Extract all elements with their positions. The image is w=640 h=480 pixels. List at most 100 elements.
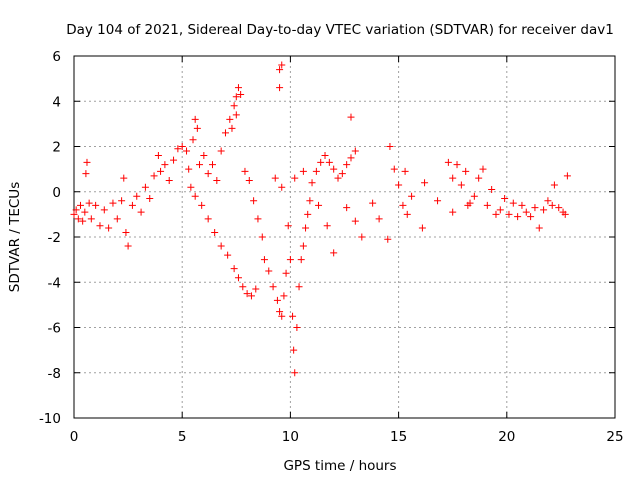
data-point bbox=[120, 174, 128, 182]
data-point bbox=[232, 93, 240, 101]
data-point bbox=[191, 115, 199, 123]
data-point bbox=[189, 136, 197, 144]
data-point bbox=[334, 174, 342, 182]
data-point bbox=[271, 174, 279, 182]
data-point bbox=[312, 167, 320, 175]
data-point bbox=[217, 147, 225, 155]
y-tick-label: 2 bbox=[52, 140, 61, 156]
data-point bbox=[408, 192, 416, 200]
data-point bbox=[418, 224, 426, 232]
data-point bbox=[299, 242, 307, 250]
data-point bbox=[76, 201, 84, 209]
y-axis-label: SDTVAR / TECUs bbox=[7, 182, 23, 292]
data-point bbox=[403, 210, 411, 218]
data-point bbox=[234, 84, 242, 92]
data-point bbox=[258, 233, 266, 241]
data-point bbox=[561, 210, 569, 218]
data-point bbox=[317, 158, 325, 166]
data-point bbox=[161, 161, 169, 169]
data-point bbox=[535, 224, 543, 232]
data-point bbox=[150, 172, 158, 180]
data-point bbox=[198, 201, 206, 209]
data-point bbox=[449, 208, 457, 216]
data-point bbox=[70, 210, 78, 218]
data-point bbox=[325, 158, 333, 166]
data-point bbox=[230, 265, 238, 273]
data-point bbox=[323, 222, 331, 230]
data-point bbox=[514, 213, 522, 221]
data-point bbox=[286, 256, 294, 264]
data-point bbox=[509, 199, 517, 207]
data-point bbox=[105, 224, 113, 232]
data-point bbox=[276, 308, 284, 316]
data-point bbox=[369, 199, 377, 207]
x-tick-label: 10 bbox=[282, 429, 299, 445]
data-point bbox=[518, 201, 526, 209]
data-point bbox=[204, 215, 212, 223]
data-point bbox=[85, 199, 93, 207]
data-point bbox=[208, 161, 216, 169]
data-point bbox=[128, 201, 136, 209]
data-point bbox=[563, 172, 571, 180]
data-point bbox=[531, 204, 539, 212]
data-point bbox=[92, 201, 100, 209]
data-point bbox=[211, 228, 219, 236]
data-point bbox=[118, 197, 126, 205]
data-point bbox=[87, 215, 95, 223]
data-point bbox=[252, 285, 260, 293]
data-point bbox=[343, 161, 351, 169]
y-tick-label: 6 bbox=[52, 49, 61, 65]
data-point bbox=[321, 152, 329, 160]
data-point bbox=[395, 181, 403, 189]
data-point bbox=[399, 201, 407, 209]
data-point bbox=[291, 174, 299, 182]
data-point bbox=[178, 143, 186, 150]
data-point bbox=[100, 206, 108, 214]
x-tick-label: 25 bbox=[606, 429, 623, 445]
data-point bbox=[293, 324, 301, 331]
data-point bbox=[488, 185, 496, 193]
data-point bbox=[230, 102, 238, 110]
data-point bbox=[457, 181, 465, 189]
data-point bbox=[308, 179, 316, 187]
data-point bbox=[289, 312, 297, 320]
data-point bbox=[464, 201, 472, 209]
data-point bbox=[351, 147, 359, 155]
data-point bbox=[492, 210, 500, 218]
data-point bbox=[505, 210, 513, 218]
data-point bbox=[462, 167, 470, 175]
data-point bbox=[183, 147, 191, 155]
data-point bbox=[338, 170, 346, 178]
data-point bbox=[260, 256, 268, 264]
data-point bbox=[358, 233, 366, 241]
y-tick-label: -6 bbox=[48, 321, 61, 337]
data-point bbox=[444, 158, 452, 166]
data-point bbox=[185, 165, 193, 173]
data-point bbox=[193, 124, 201, 132]
data-point bbox=[540, 206, 548, 214]
data-point bbox=[204, 170, 212, 178]
data-point bbox=[453, 161, 461, 169]
data-point bbox=[302, 224, 310, 232]
data-point bbox=[351, 217, 359, 225]
data-point bbox=[555, 204, 563, 212]
data-point bbox=[165, 176, 173, 184]
data-point bbox=[124, 242, 132, 250]
data-point bbox=[315, 201, 323, 209]
grid-lines bbox=[74, 56, 615, 418]
x-axis-label: GPS time / hours bbox=[283, 458, 396, 474]
data-point bbox=[109, 199, 117, 207]
data-point bbox=[330, 165, 338, 173]
data-point bbox=[276, 66, 284, 74]
data-point bbox=[343, 204, 351, 212]
data-point bbox=[273, 296, 281, 304]
data-point bbox=[122, 228, 130, 236]
x-tick-label: 15 bbox=[390, 429, 407, 445]
data-point bbox=[282, 269, 290, 277]
y-tick-label: 4 bbox=[52, 94, 61, 110]
data-point bbox=[306, 197, 314, 205]
data-point bbox=[522, 208, 530, 216]
data-point bbox=[434, 197, 442, 205]
y-tick-label: -10 bbox=[39, 411, 61, 427]
data-point bbox=[82, 170, 90, 178]
